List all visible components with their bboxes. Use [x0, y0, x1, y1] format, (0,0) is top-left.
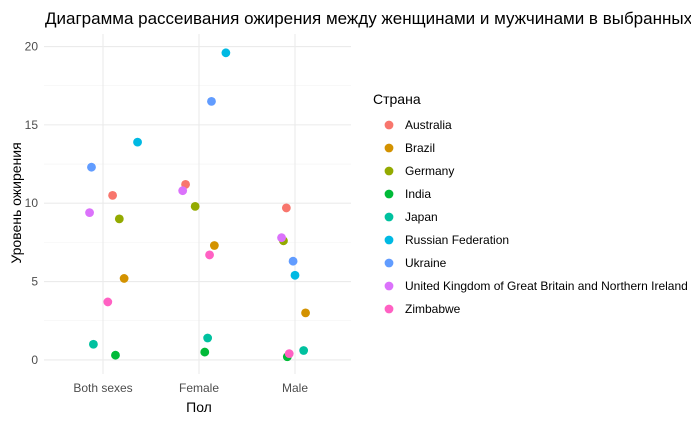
legend-label: India: [405, 187, 431, 201]
data-point: [85, 208, 94, 218]
legend-key: [384, 281, 394, 291]
data-point: [205, 250, 214, 260]
y-axis-ticks: 0 5 10 15 20: [25, 40, 39, 367]
x-axis-title: Пол: [186, 399, 212, 415]
data-point: [89, 339, 98, 349]
y-tick-label: 15: [25, 118, 39, 132]
legend-label: United Kingdom of Great Britain and Nort…: [405, 279, 688, 293]
data-point: [299, 346, 309, 355]
grid: [44, 34, 351, 374]
x-axis-ticks: Both sexes Female Male: [73, 381, 308, 395]
legend-label: Germany: [405, 164, 454, 178]
data-point: [114, 214, 124, 224]
data-point: [207, 96, 216, 106]
y-tick-label: 5: [31, 275, 38, 289]
data-point: [190, 201, 200, 211]
legend-label: Japan: [405, 210, 438, 224]
legend-label: Zimbabwe: [405, 302, 461, 316]
chart-title: Диаграмма рассеивания ожирения между жен…: [45, 9, 691, 28]
data-point: [203, 333, 213, 343]
y-tick-label: 0: [31, 353, 38, 367]
legend-label: Russian Federation: [405, 233, 509, 247]
y-axis-title: Уровень ожирения: [8, 142, 24, 263]
data-point: [209, 241, 219, 250]
data-point: [288, 256, 298, 266]
legend-key: [384, 143, 394, 153]
data-point: [119, 274, 129, 283]
data-point: [284, 349, 294, 359]
legend-label: Brazil: [405, 141, 435, 155]
legend-key: [384, 120, 394, 130]
data-point: [200, 347, 210, 357]
legend-key: [384, 212, 394, 222]
data-point: [221, 48, 231, 58]
legend-label: Ukraine: [405, 256, 447, 270]
y-tick-label: 20: [25, 40, 39, 54]
data-point: [290, 270, 300, 280]
data-point: [178, 186, 188, 196]
data-point: [281, 203, 291, 213]
legend-key: [384, 258, 394, 268]
x-tick-label: Both sexes: [73, 381, 132, 395]
legend-items: Australia Brazil Germany India Japan Russian …: [384, 118, 688, 316]
legend-key: [384, 304, 394, 314]
legend-key: [384, 166, 394, 176]
data-point: [103, 297, 113, 307]
data-point: [301, 308, 310, 318]
legend-title: Страна: [373, 91, 421, 107]
x-tick-label: Male: [282, 381, 308, 395]
data-point: [277, 233, 286, 243]
x-tick-label: Female: [179, 381, 219, 395]
legend-key: [384, 235, 394, 245]
legend: Страна Australia Brazil Germany India Japan R…: [373, 91, 688, 316]
legend-key: [384, 189, 394, 199]
y-tick-label: 10: [25, 196, 39, 210]
data-point: [87, 162, 96, 172]
legend-label: Australia: [405, 118, 452, 132]
data-point: [108, 190, 117, 200]
data-points: [85, 48, 310, 362]
data-point: [111, 350, 120, 360]
data-point: [133, 137, 142, 147]
